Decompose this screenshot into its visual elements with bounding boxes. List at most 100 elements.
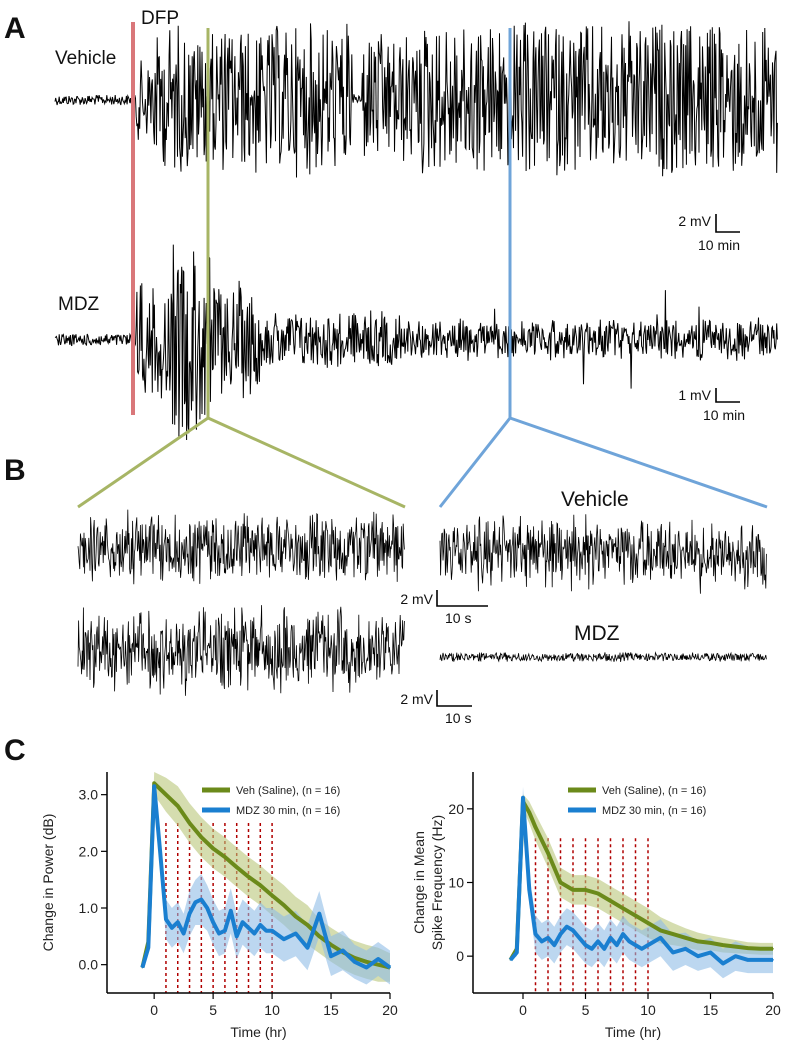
data-point <box>578 936 581 939</box>
x-axis-title: Time (hr) <box>605 1024 661 1040</box>
x-tick-label: 0 <box>519 1002 527 1018</box>
scale-bar-top-lines <box>715 214 740 233</box>
data-point <box>684 948 687 950</box>
data-point <box>747 959 749 961</box>
dfp-label: DFP <box>141 8 179 29</box>
data-point <box>747 947 749 949</box>
data-point <box>306 924 309 926</box>
data-point <box>306 946 309 949</box>
data-point <box>188 822 191 824</box>
data-point <box>684 936 687 939</box>
data-point <box>377 958 380 960</box>
zoom-vehicle-label: Vehicle <box>561 488 629 511</box>
data-point <box>734 945 737 948</box>
scale-b2-amp: 2 mV <box>400 691 433 707</box>
data-point <box>159 850 161 853</box>
zoom-connector-green <box>77 416 406 509</box>
scale-bottom-time: 10 min <box>703 407 745 423</box>
data-point <box>206 907 209 909</box>
scale-bar-bottom: 1 mV 10 min <box>678 387 745 423</box>
data-point <box>547 936 549 939</box>
data-point <box>722 962 724 965</box>
eeg-trace-zoom-vehicle-left <box>77 509 405 585</box>
data-point <box>200 898 203 901</box>
scale-bar-b1-lines <box>436 590 488 607</box>
data-point <box>353 957 356 959</box>
data-point <box>528 889 531 891</box>
scale-bar-bottom-lines <box>715 388 740 403</box>
data-point <box>330 955 332 957</box>
vehicle-label: Vehicle <box>55 48 116 69</box>
scale-b2-time: 10 s <box>445 710 471 726</box>
data-point <box>572 929 574 932</box>
data-point <box>522 796 524 799</box>
data-point <box>141 966 144 969</box>
error-band-veh <box>510 794 773 960</box>
data-point <box>697 940 699 943</box>
eeg-trace-zoom-vehicle-right <box>439 514 767 594</box>
data-point <box>572 889 574 891</box>
data-point <box>597 892 599 895</box>
data-point <box>709 951 712 954</box>
data-point <box>622 933 624 935</box>
data-point <box>259 924 262 926</box>
scale-bar-b2: 2 mV 10 s <box>400 690 472 726</box>
data-point <box>534 933 537 935</box>
eeg-trace-zoom-mdz-left <box>77 605 405 696</box>
data-point <box>230 910 232 912</box>
data-point <box>615 944 618 946</box>
y-axis-title-line: Spike Frequency (Hz) <box>429 815 445 950</box>
data-point <box>597 940 599 943</box>
data-point <box>176 805 179 807</box>
data-point <box>318 912 321 915</box>
data-point <box>389 966 391 969</box>
error-band-mdz <box>510 786 773 979</box>
scale-bar-top: 2 mV 10 min <box>678 213 740 253</box>
data-point <box>659 929 662 932</box>
data-point <box>165 793 167 796</box>
data-point <box>584 944 587 946</box>
data-point <box>640 948 643 950</box>
data-point <box>528 811 531 814</box>
data-point <box>271 929 273 932</box>
data-point <box>283 938 285 940</box>
data-point <box>603 948 606 950</box>
y-tick-label: 10 <box>448 875 464 891</box>
data-point <box>318 935 321 938</box>
scale-bar-b1: 2 mV 10 s <box>400 590 488 626</box>
zoom-mdz-label: MDZ <box>574 622 620 645</box>
data-point <box>247 876 250 878</box>
y-tick-label: 1.0 <box>79 900 99 916</box>
x-axis-title: Time (hr) <box>230 1024 286 1040</box>
y-tick-label: 2.0 <box>79 843 99 859</box>
data-point <box>540 940 543 943</box>
data-point <box>559 933 562 935</box>
data-point <box>194 901 197 904</box>
data-point <box>509 959 512 961</box>
data-point <box>265 929 267 932</box>
y-tick-label: 20 <box>448 801 464 817</box>
data-point <box>609 936 612 939</box>
x-tick-label: 20 <box>765 1002 781 1018</box>
series-line-veh <box>508 799 773 961</box>
data-point <box>659 936 662 939</box>
data-point <box>171 927 173 929</box>
data-point <box>647 922 649 924</box>
data-point <box>176 921 179 923</box>
data-point <box>182 932 185 935</box>
panel-b: Vehicle MDZ 2 mV 10 s 2 mV 10 s <box>77 488 767 726</box>
data-point <box>153 785 155 787</box>
data-point <box>330 944 332 946</box>
data-point <box>283 904 285 906</box>
data-point <box>634 944 637 946</box>
data-point <box>271 894 273 897</box>
data-point <box>247 927 250 929</box>
data-point <box>584 889 587 891</box>
y-tick-label: 0 <box>456 948 464 964</box>
panel-letter-c: C <box>4 734 26 767</box>
x-tick-label: 10 <box>264 1002 280 1018</box>
data-point <box>365 966 368 969</box>
data-point <box>235 935 238 938</box>
data-point <box>253 932 256 935</box>
data-point <box>224 929 226 932</box>
